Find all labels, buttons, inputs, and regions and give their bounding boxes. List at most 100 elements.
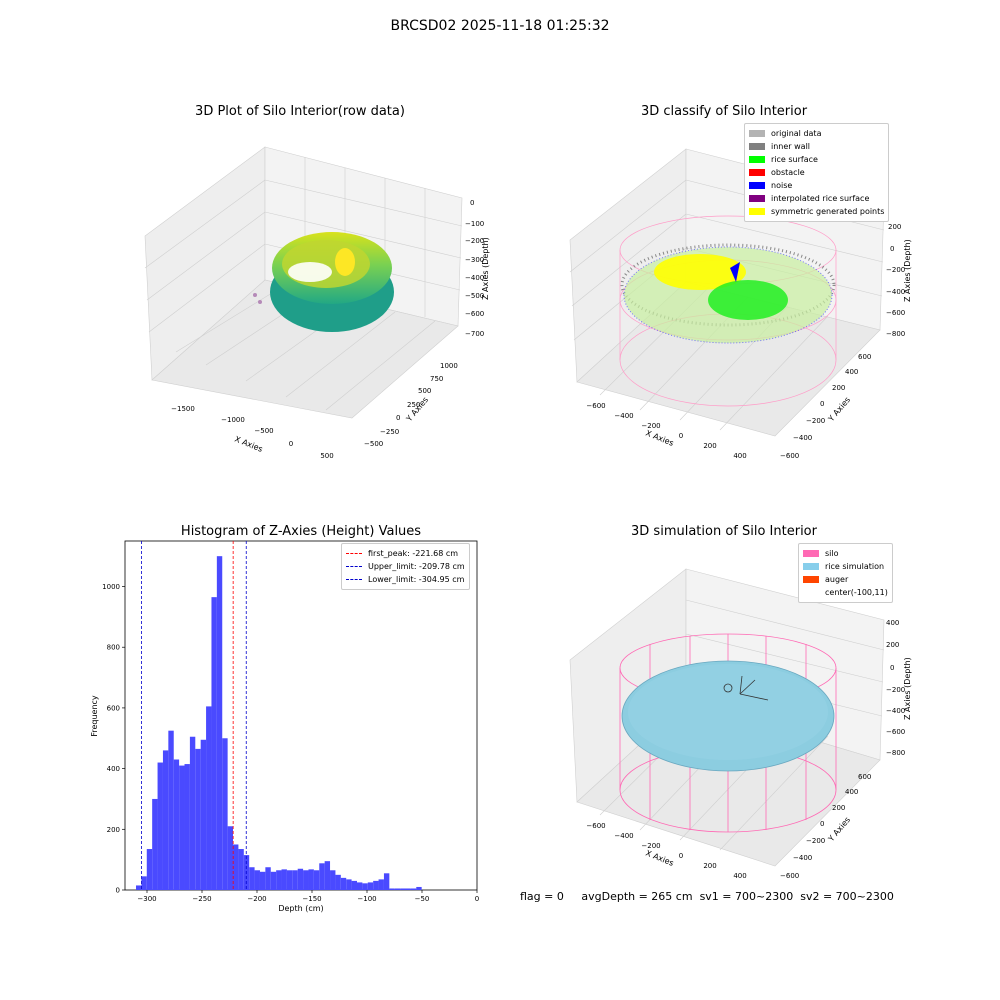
histogram-bar [383, 873, 390, 890]
histogram-bar [179, 765, 185, 890]
histogram-bar [233, 844, 239, 890]
classify-z-tick: −200 [886, 266, 905, 274]
simulation-y-tick: 0 [820, 820, 824, 828]
histogram-bar [281, 869, 287, 890]
raw-z-tick: −200 [465, 237, 484, 245]
legend-swatch [749, 143, 765, 150]
avg-depth-text: avgDepth = 265 cm [581, 890, 693, 903]
legend-entry: symmetric generated points [749, 205, 884, 218]
raw-axis-ticks: −1500 −1000 −500 0 500 −500 −250 0 250 5… [171, 199, 484, 460]
classify-z-tick: −400 [886, 288, 905, 296]
raw-x-tick: 500 [320, 452, 333, 460]
legend-entry: inner wall [749, 140, 884, 153]
classify-panel-title: 3D classify of Silo Interior [640, 104, 808, 119]
legend-entry: obstacle [749, 166, 884, 179]
histogram-bar [227, 826, 234, 890]
classify-x-tick: −400 [614, 412, 633, 420]
simulation-x-tick: 0 [679, 852, 683, 860]
classify-axis-ticks: −600 −400 −200 0 200 400 −600 −400 −200 … [586, 223, 905, 460]
classify-y-tick: 200 [832, 384, 845, 392]
status-line: flag = 0 avgDepth = 265 cm sv1 = 700~230… [520, 890, 894, 903]
simulation-y-tick: −400 [793, 854, 812, 862]
histogram-bar [319, 863, 325, 890]
histogram-y-tick-label: 0 [116, 887, 120, 895]
legend-swatch [749, 182, 765, 189]
raw-y-tick: 750 [430, 375, 443, 383]
legend-line [346, 579, 362, 580]
legend-entry: rice simulation [803, 560, 888, 573]
histogram-y-tick-label: 600 [107, 704, 120, 712]
histogram-bar [162, 750, 169, 890]
legend-swatch [803, 563, 819, 570]
legend-label: interpolated rice surface [771, 194, 870, 203]
histogram-bar [416, 886, 422, 890]
legend-label: Upper_limit: -209.78 cm [368, 562, 465, 571]
histogram-bar [356, 882, 363, 890]
legend-entry: center(-100,11) [803, 586, 888, 599]
histogram-bar [351, 880, 357, 890]
histogram-x-tick-label: −250 [192, 895, 211, 903]
histogram-bar [362, 883, 368, 890]
legend-entry: first_peak: -221.68 cm [346, 547, 465, 560]
histogram-bar [146, 849, 153, 890]
classify-z-tick: −800 [886, 330, 905, 338]
raw-z-tick: −100 [465, 220, 484, 228]
histogram-bar [286, 870, 293, 890]
classify-y-tick: −200 [806, 417, 825, 425]
histogram-plot: −300 −250 −200 −150 −100 −50 0 0 200 400 600 800 10… [102, 540, 479, 903]
histogram-bar [168, 730, 174, 890]
raw-panel-title: 3D Plot of Silo Interior(row data) [195, 104, 405, 119]
histogram-bar [206, 706, 212, 890]
legend-label: rice simulation [825, 562, 885, 571]
classify-z-tick: −600 [886, 309, 905, 317]
raw-x-axis-label: X Axies [233, 435, 264, 454]
classify-z-tick: 200 [888, 223, 901, 231]
legend-swatch [749, 169, 765, 176]
simulation-x-tick: 400 [733, 872, 746, 880]
legend-swatch [749, 130, 765, 137]
classify-x-tick: 0 [679, 432, 683, 440]
histogram-x-tick-label: 0 [475, 895, 479, 903]
legend-swatch [803, 550, 819, 557]
histogram-x-tick-label: −300 [137, 895, 156, 903]
histogram-bar [303, 870, 309, 890]
legend-entry: silo [803, 547, 888, 560]
sv1-text: sv1 = 700~2300 [699, 890, 794, 903]
histogram-bar [259, 871, 266, 890]
raw-z-axis-label: Z Axies (Depth) [481, 237, 490, 300]
raw-y-tick: −250 [380, 428, 399, 436]
histogram-bar [410, 888, 417, 890]
classify-x-tick: 400 [733, 452, 746, 460]
histogram-bar [346, 879, 352, 890]
simulation-auger [723, 675, 769, 701]
simulation-y-tick: −200 [806, 837, 825, 845]
legend-line [346, 553, 362, 554]
simulation-x-tick: −200 [641, 842, 660, 850]
histogram-bar [367, 882, 374, 890]
legend-label: obstacle [771, 168, 805, 177]
classify-y-tick: 0 [820, 400, 824, 408]
raw-y-tick: 250 [407, 401, 420, 409]
legend-label: original data [771, 129, 822, 138]
legend-entry: auger [803, 573, 888, 586]
raw-rice-point-cloud [253, 232, 394, 332]
histogram-bar [141, 876, 147, 890]
classify-y-axis-label: Y Axies [826, 395, 852, 424]
simulation-z-tick: 0 [890, 664, 894, 672]
simulation-y-tick: 200 [832, 804, 845, 812]
legend-label: inner wall [771, 142, 811, 151]
raw-z-tick: −500 [465, 292, 484, 300]
raw-z-tick: −300 [465, 256, 484, 264]
histogram-bar [195, 748, 201, 890]
histogram-x-axis-label: Depth (cm) [278, 904, 323, 913]
histogram-bar [297, 868, 304, 890]
histogram-x-tick-label: −50 [415, 895, 430, 903]
histogram-bar [200, 739, 207, 890]
histogram-bar [184, 764, 190, 890]
simulation-x-tick: −400 [614, 832, 633, 840]
histogram-y-tick-label: 800 [107, 644, 120, 652]
histogram-bar [389, 888, 395, 890]
legend-entry: original data [749, 127, 884, 140]
histogram-bar [136, 885, 142, 890]
legend-swatch [749, 195, 765, 202]
